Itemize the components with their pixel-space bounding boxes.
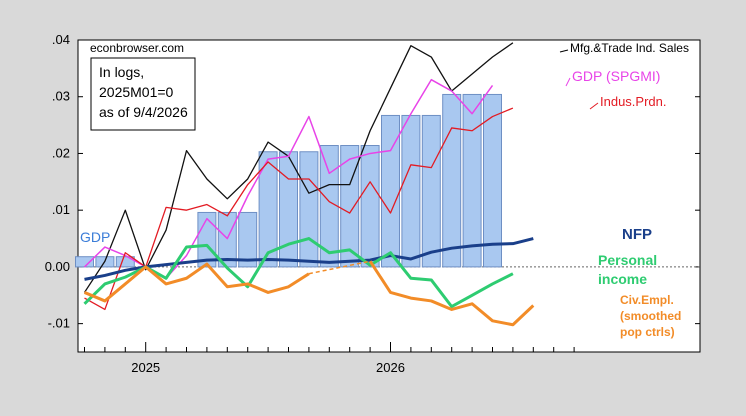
civ-empl-label-line-2: (smoothed [620, 309, 681, 323]
gdp-bar [462, 93, 482, 268]
personal-income-label-line-1: Personal [598, 252, 657, 268]
label-pointer [589, 102, 599, 110]
gdp-bar [442, 93, 462, 268]
note-line-1: In logs, [99, 64, 144, 80]
label-pointer [565, 77, 571, 87]
personal-income-label-line-2: income [598, 271, 647, 287]
civ-empl-line [368, 260, 535, 327]
gdp-bar [238, 211, 258, 268]
civ-empl-label-line-3: pop ctrls) [620, 325, 675, 339]
gdp-bar [340, 145, 360, 268]
gdp-bar [421, 114, 441, 268]
nfp-label: NFP [622, 226, 652, 243]
gdp-bar [115, 256, 135, 268]
gdp-bar [360, 145, 380, 268]
series-lines [83, 42, 599, 327]
y-tick-label: .03 [52, 89, 70, 104]
y-tick-label: .02 [52, 145, 70, 160]
civ-empl-line [83, 262, 310, 303]
label-pointer [559, 49, 569, 53]
y-tick-label: -.01 [48, 316, 70, 331]
note-line-2: 2025M01=0 [99, 84, 174, 100]
y-tick-label: 0.00 [45, 259, 70, 274]
gdp-bar [258, 151, 278, 268]
gdp-bar [483, 93, 502, 268]
watermark: econbrowser.com [90, 41, 184, 55]
note-line-3: as of 9/4/2026 [99, 104, 188, 120]
gdp-bar [279, 151, 298, 268]
y-tick-label: .01 [52, 202, 70, 217]
y-axis: .04 .03 .02 .01 0.00 -.01 [45, 32, 700, 331]
note-box [90, 57, 196, 131]
gdp-label: GDP [80, 229, 110, 245]
indus-prdn-label: Indus.Prdn. [600, 94, 667, 109]
x-tick-label: 2026 [376, 360, 405, 375]
nfp-line [84, 237, 534, 281]
mfg-trade-sales-line [83, 42, 514, 293]
indus-prdn-line [84, 107, 514, 311]
civ-empl-label-line-1: Civ.Empl. [620, 293, 674, 307]
personal-income-line [83, 237, 514, 309]
gdp-bar [401, 114, 421, 268]
x-tick-label: 2025 [131, 360, 160, 375]
y-tick-label: .04 [52, 32, 70, 47]
gdp-spgmi-label: GDP (SPGMI) [572, 68, 660, 84]
mfg-trade-sales-label: Mfg.&Trade Ind. Sales [570, 41, 689, 55]
gdp-bar [299, 151, 319, 268]
civ-empl-gap-line [308, 260, 371, 275]
x-axis: 2025 2026 [84, 342, 575, 375]
